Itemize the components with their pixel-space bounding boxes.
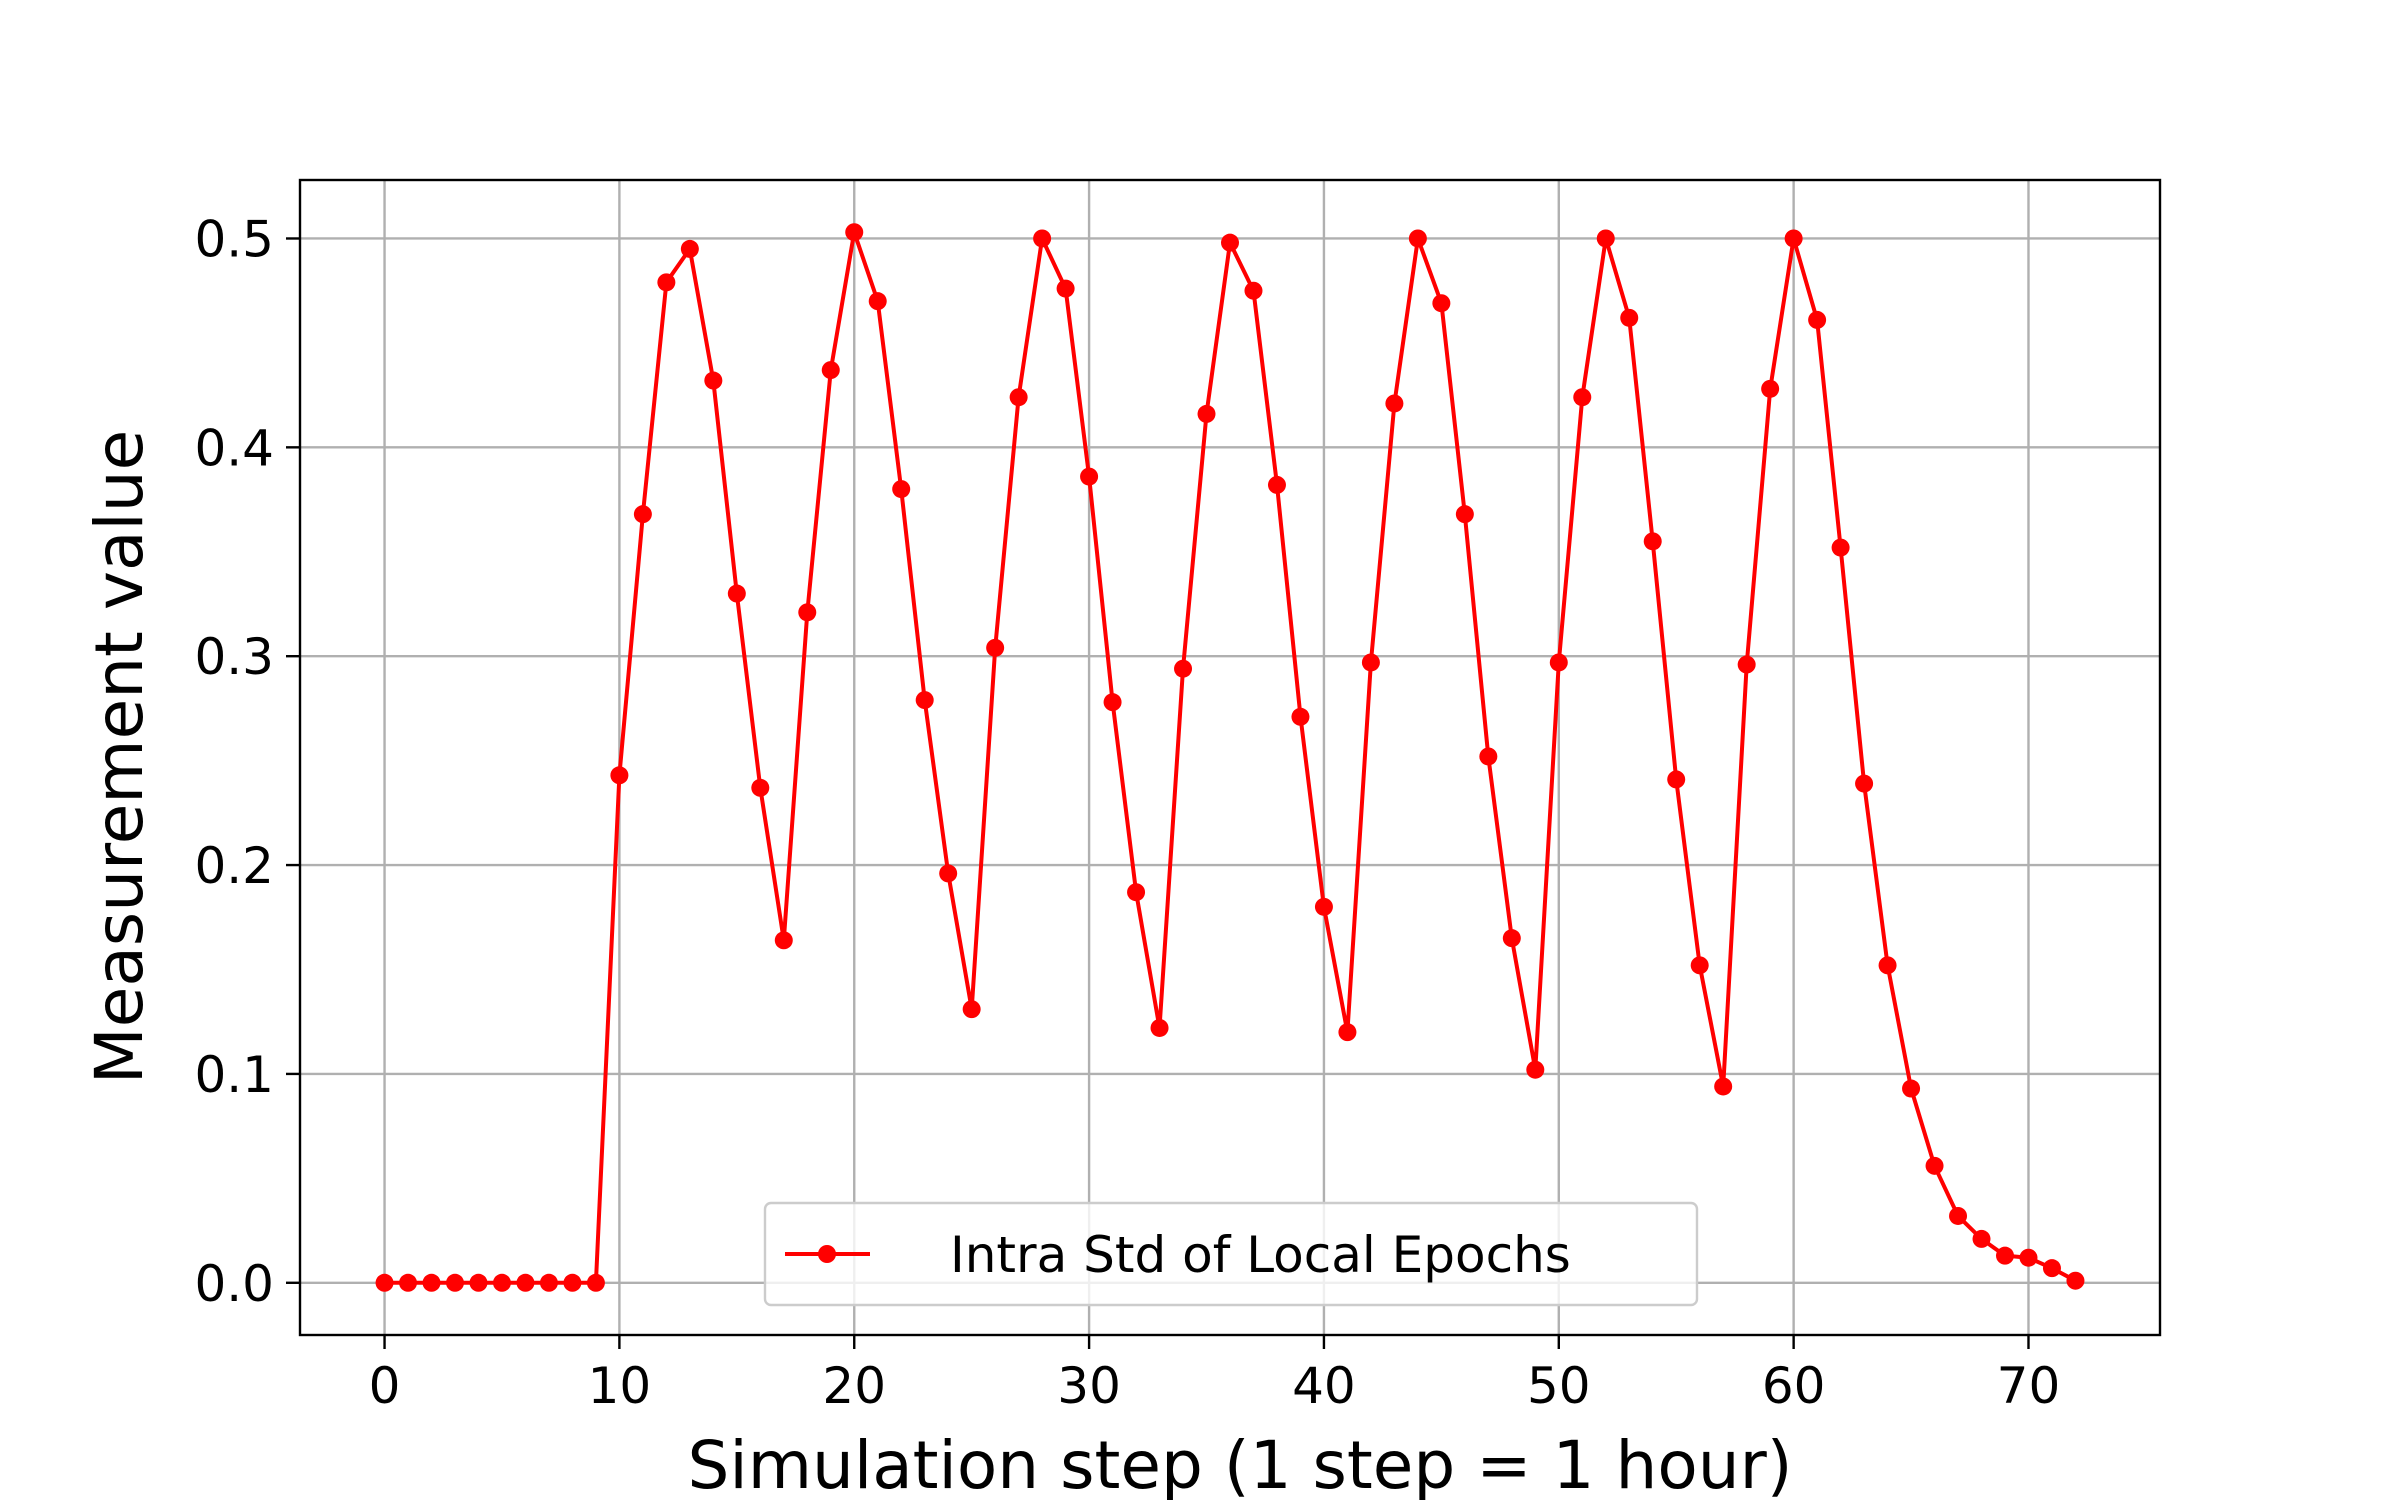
data-point [1808, 310, 1827, 329]
x-axis-label: Simulation step (1 step = 1 hour) [688, 1427, 1793, 1500]
data-point [939, 864, 958, 883]
data-point [633, 505, 652, 524]
data-point [1502, 929, 1521, 948]
data-point [1902, 1079, 1921, 1098]
data-point [1291, 707, 1310, 726]
data-point [1996, 1246, 2014, 1265]
data-point [1385, 394, 1404, 413]
data-point [1080, 467, 1099, 486]
data-point [1009, 388, 1028, 407]
y-tick-label: 0.1 [194, 1046, 274, 1104]
legend: Intra Std of Local Epochs [763, 1201, 1699, 1307]
data-point [610, 766, 629, 785]
data-point [1831, 538, 1850, 557]
data-point [1174, 659, 1193, 678]
data-point [2019, 1248, 2038, 1267]
data-point [1714, 1077, 1733, 1096]
data-point [892, 480, 911, 499]
data-point [1526, 1060, 1545, 1079]
x-axis-ticks: 0 10 20 30 40 50 60 70 [369, 1335, 2061, 1415]
legend-box [763, 1201, 1699, 1307]
x-tick-label: 60 [1762, 1357, 1826, 1415]
data-point [915, 691, 934, 710]
legend-marker [818, 1245, 836, 1263]
data-point [986, 638, 1005, 657]
data-point [1150, 1018, 1169, 1037]
data-point [1127, 883, 1146, 902]
data-point [2066, 1271, 2085, 1290]
data-point [469, 1273, 488, 1292]
data-point [1056, 279, 1075, 298]
plot-lines [375, 223, 2085, 1292]
data-point [751, 778, 770, 797]
data-point [1761, 379, 1780, 398]
y-tick-label: 0.3 [194, 628, 274, 686]
data-point [1573, 388, 1592, 407]
data-point [962, 1000, 981, 1019]
data-point [798, 603, 817, 622]
data-point [1103, 693, 1122, 712]
data-point [516, 1273, 535, 1292]
x-tick-label: 50 [1527, 1357, 1591, 1415]
data-point [1972, 1229, 1991, 1248]
data-point [1432, 294, 1451, 313]
data-point [446, 1273, 464, 1292]
data-point [1878, 956, 1897, 975]
data-point [845, 223, 864, 242]
y-axis-ticks: 0.0 0.1 0.2 0.3 0.4 0.5 [194, 210, 300, 1313]
data-point [1033, 229, 1052, 248]
data-point [1455, 505, 1474, 524]
y-tick-label: 0.2 [194, 837, 274, 895]
data-point [1549, 653, 1568, 672]
data-point [563, 1273, 582, 1292]
data-point [1408, 229, 1427, 248]
y-axis-label: Measurement value [81, 430, 158, 1084]
data-point [657, 273, 676, 292]
data-point [821, 361, 840, 380]
y-tick-label: 0.4 [194, 419, 274, 477]
data-point [375, 1273, 394, 1292]
data-point [727, 584, 746, 603]
x-tick-label: 0 [369, 1357, 401, 1415]
data-point [422, 1273, 441, 1292]
data-point [1221, 233, 1239, 252]
legend-label: Intra Std of Local Epochs [950, 1226, 1571, 1284]
data-point [1643, 532, 1662, 551]
data-point [1620, 308, 1639, 327]
data-point [2042, 1259, 2061, 1278]
data-point [1314, 897, 1333, 916]
data-point [1784, 229, 1803, 248]
data-point [539, 1273, 558, 1292]
data-point [1338, 1023, 1357, 1042]
x-tick-label: 20 [822, 1357, 886, 1415]
data-point [492, 1273, 511, 1292]
data-point [1479, 747, 1498, 766]
data-point [586, 1273, 605, 1292]
data-point [1667, 770, 1686, 789]
data-point [1361, 653, 1380, 672]
plot-frame [298, 178, 2162, 1337]
y-tick-label: 0.0 [194, 1255, 274, 1313]
data-point [868, 292, 887, 311]
data-point [399, 1273, 418, 1292]
data-point [1690, 956, 1709, 975]
data-point [1855, 774, 1874, 793]
x-tick-label: 30 [1057, 1357, 1121, 1415]
data-point [1925, 1156, 1944, 1175]
y-tick-label: 0.5 [194, 210, 274, 268]
x-tick-label: 10 [588, 1357, 652, 1415]
data-point [774, 931, 793, 950]
x-tick-label: 70 [1997, 1357, 2061, 1415]
data-point [1949, 1206, 1968, 1225]
data-point [1596, 229, 1615, 248]
data-point [680, 239, 699, 258]
data-point [1267, 475, 1286, 494]
data-point [1197, 404, 1216, 423]
data-point [704, 371, 723, 390]
x-tick-label: 40 [1292, 1357, 1356, 1415]
data-point [1244, 281, 1263, 300]
data-point [1737, 655, 1756, 674]
